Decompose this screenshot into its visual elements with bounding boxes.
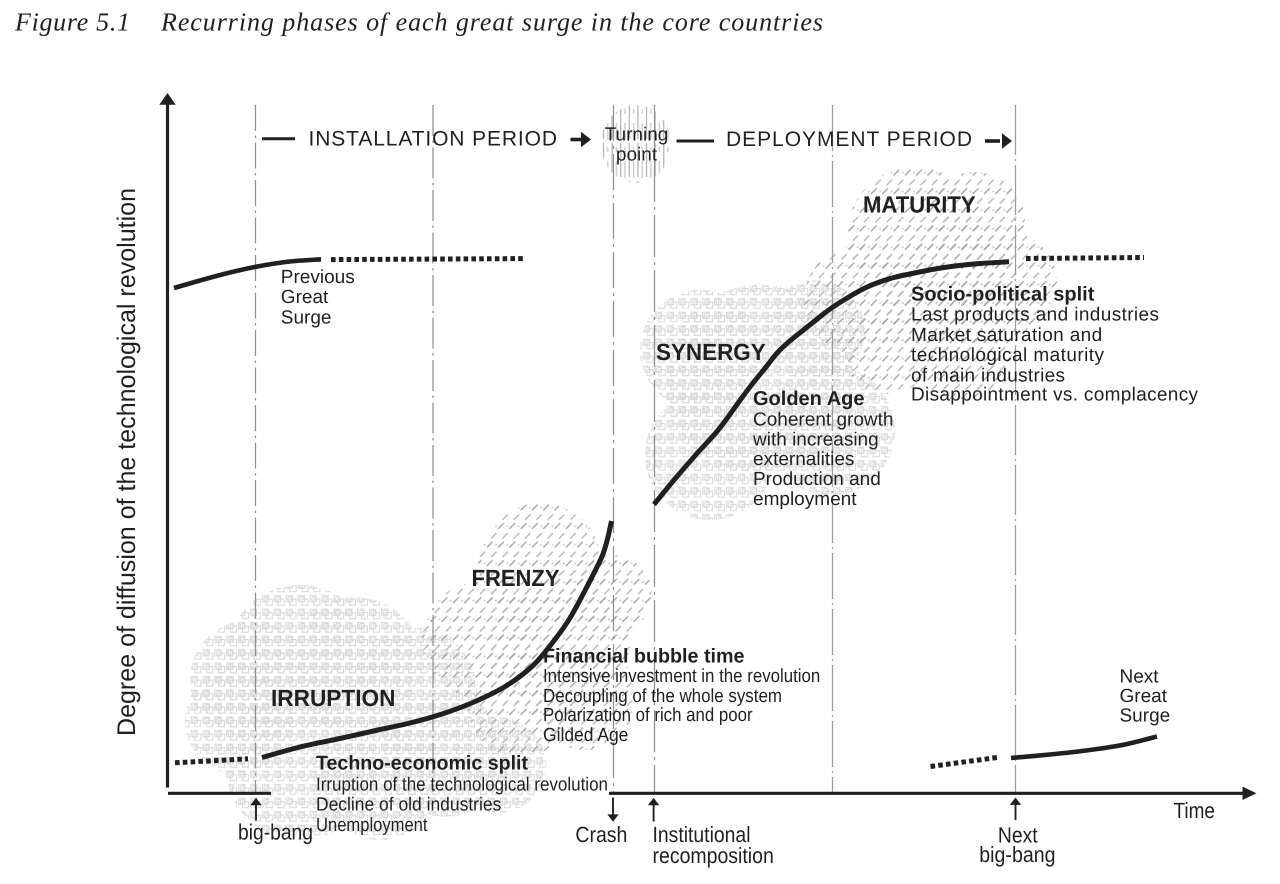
svg-text:Golden Age: Golden Age: [753, 388, 864, 410]
svg-text:Financial bubble time: Financial bubble time: [543, 645, 745, 667]
svg-text:Figure 5.1: Figure 5.1: [14, 8, 130, 37]
svg-text:Turning: Turning: [605, 125, 669, 146]
svg-text:Surge: Surge: [281, 307, 332, 328]
svg-text:Irruption of the technological: Irruption of the technological revolutio…: [316, 775, 608, 796]
svg-text:FRENZY: FRENZY: [472, 565, 560, 591]
svg-text:Market saturation and: Market saturation and: [911, 325, 1102, 346]
svg-text:Degree of diffusion of the tec: Degree of diffusion of the technological…: [113, 188, 141, 736]
svg-text:Recurring phases of each great: Recurring phases of each great surge in …: [160, 8, 823, 37]
svg-text:Great: Great: [1120, 686, 1168, 707]
svg-text:Unemployment: Unemployment: [316, 815, 428, 836]
svg-text:Surge: Surge: [1120, 705, 1171, 726]
svg-text:recomposition: recomposition: [653, 843, 774, 868]
svg-text:Crash: Crash: [575, 822, 627, 847]
svg-text:DEPLOYMENT PERIOD: DEPLOYMENT PERIOD: [726, 128, 972, 151]
svg-text:Coherent growth: Coherent growth: [753, 410, 893, 431]
svg-text:Next: Next: [998, 822, 1038, 847]
svg-text:employment: employment: [753, 489, 857, 510]
svg-text:Great: Great: [281, 287, 329, 308]
svg-text:with increasing: with increasing: [752, 429, 879, 450]
svg-text:INSTALLATION PERIOD: INSTALLATION PERIOD: [309, 127, 558, 150]
svg-text:SYNERGY: SYNERGY: [656, 339, 766, 365]
svg-text:Socio-political split: Socio-political split: [911, 283, 1095, 305]
svg-text:Production and: Production and: [753, 469, 881, 490]
svg-text:Previous: Previous: [281, 267, 355, 288]
svg-text:Last products and industries: Last products and industries: [911, 305, 1159, 326]
svg-text:MATURITY: MATURITY: [863, 191, 976, 217]
svg-text:Intensive investment in the re: Intensive investment in the revolution: [543, 666, 820, 687]
svg-text:big-bang: big-bang: [238, 819, 313, 844]
svg-text:externalities: externalities: [753, 449, 854, 470]
svg-text:Decline of old industries: Decline of old industries: [316, 795, 501, 816]
svg-text:technological maturity: technological maturity: [911, 345, 1105, 366]
svg-text:Next: Next: [1120, 666, 1160, 687]
svg-text:Disappointment vs. complacency: Disappointment vs. complacency: [911, 385, 1199, 406]
svg-text:IRRUPTION: IRRUPTION: [271, 685, 395, 711]
svg-text:of main industries: of main industries: [911, 365, 1065, 386]
svg-text:Polarization of rich and poor: Polarization of rich and poor: [543, 705, 753, 726]
svg-text:Time: Time: [1174, 798, 1215, 823]
svg-text:Gilded Age: Gilded Age: [543, 725, 628, 746]
svg-text:Institutional: Institutional: [653, 822, 751, 847]
svg-text:big-bang: big-bang: [979, 842, 1055, 867]
svg-text:point: point: [616, 145, 658, 166]
svg-text:Techno-economic split: Techno-economic split: [316, 752, 528, 774]
svg-text:Decoupling of the whole system: Decoupling of the whole system: [543, 686, 782, 707]
